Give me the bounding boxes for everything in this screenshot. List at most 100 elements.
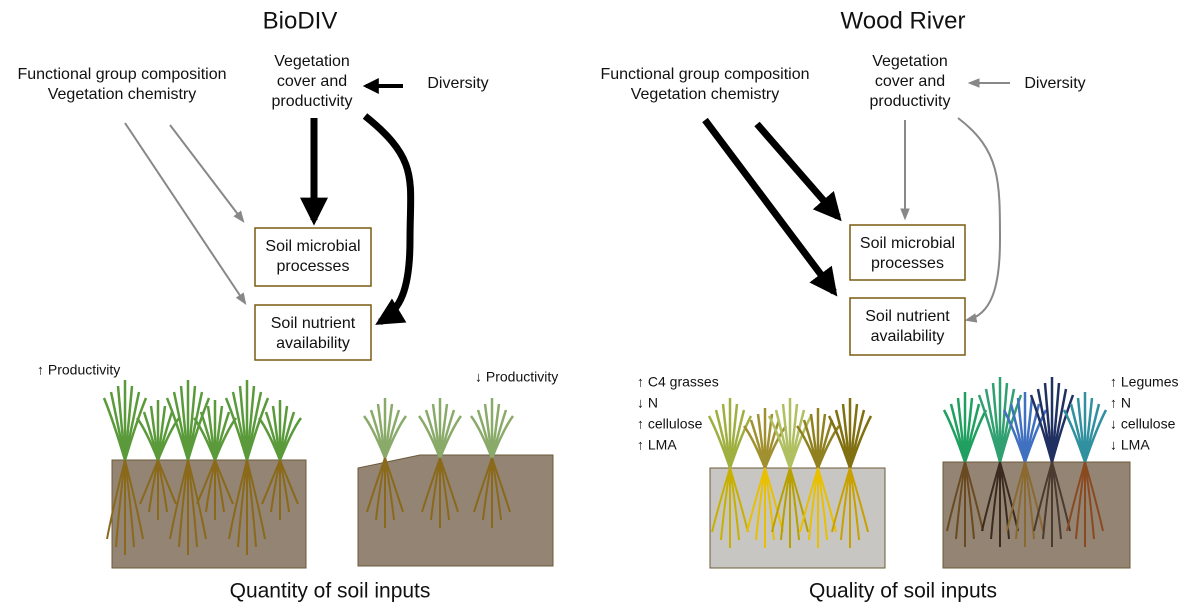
node-label: productivity <box>272 93 353 110</box>
plant-root <box>817 467 837 533</box>
annotation: ↑ C4 grasses <box>637 374 719 390</box>
node-label: Functional group composition <box>17 66 226 83</box>
plant-root <box>999 461 1010 540</box>
plant-root <box>187 459 207 540</box>
plant-root <box>840 467 851 541</box>
plant-shoot <box>245 397 270 461</box>
annotation: ↓ N <box>637 395 658 411</box>
plant-root <box>106 459 126 540</box>
caption: Quality of soil inputs <box>809 580 997 603</box>
plant <box>224 380 270 555</box>
node-label: productivity <box>870 93 951 110</box>
plant-root <box>729 467 740 541</box>
node-label: Functional group composition <box>600 66 809 83</box>
annotation: ↑ N <box>1110 395 1131 411</box>
node-label: Vegetation <box>872 53 948 70</box>
node-label: Soil microbial <box>265 238 360 255</box>
plant-shoot <box>490 415 515 459</box>
plant <box>742 408 788 548</box>
node-label: Soil nutrient <box>271 315 356 332</box>
plant-root <box>1006 461 1026 532</box>
plant <box>767 398 813 548</box>
soil <box>357 454 554 567</box>
plant-shoot <box>788 415 813 469</box>
plant-root <box>246 459 257 548</box>
node-label: Vegetation <box>274 53 350 70</box>
node-box <box>849 224 966 281</box>
plant <box>795 408 841 548</box>
node-label: Soil nutrient <box>865 308 950 325</box>
plant-root <box>1075 461 1086 540</box>
panel-title: Wood River <box>841 7 966 34</box>
node-label: availability <box>871 328 945 345</box>
plant-root <box>124 459 135 548</box>
node-label: Vegetation chemistry <box>631 86 780 103</box>
node-label: processes <box>871 255 944 272</box>
node-label: cover and <box>277 73 347 90</box>
plant-root <box>1024 461 1044 532</box>
plant-root <box>1051 461 1062 540</box>
node-label: cover and <box>875 73 945 90</box>
arrows <box>124 78 1010 326</box>
arrow <box>702 117 838 297</box>
plant-shoot <box>438 415 463 459</box>
plant-root <box>1084 461 1104 532</box>
plant-root <box>990 461 1001 540</box>
arrow <box>169 124 245 223</box>
plant <box>257 400 303 520</box>
plant <box>977 377 1023 547</box>
plant <box>827 398 873 548</box>
plant-root <box>799 467 819 533</box>
plant-shoot <box>816 425 841 469</box>
plant-root <box>187 459 198 548</box>
plant-root <box>237 459 248 548</box>
plant <box>707 398 753 548</box>
plant-root <box>228 459 248 540</box>
plant-shoot <box>383 415 408 459</box>
plant-root <box>746 467 766 533</box>
plant-root <box>771 467 791 533</box>
arrow <box>957 117 1002 323</box>
plant-shoot <box>156 417 181 461</box>
plant-root <box>279 459 299 505</box>
plant-root <box>246 459 266 540</box>
plant-root <box>1084 461 1095 540</box>
plant <box>1002 392 1048 547</box>
node-label: processes <box>277 258 350 275</box>
plant-root <box>849 467 860 541</box>
plant-root <box>817 467 828 541</box>
plant <box>417 398 463 528</box>
plant-root <box>964 461 975 540</box>
node-box <box>254 227 372 287</box>
plant-root <box>780 467 791 541</box>
node-box <box>849 297 966 356</box>
node-label: Diversity <box>1024 75 1085 92</box>
plant-root <box>491 457 511 513</box>
plant <box>1062 392 1108 547</box>
plant-root <box>1015 461 1026 540</box>
annotation: ↑ Legumes <box>1110 374 1178 390</box>
plant <box>469 398 515 528</box>
plant-root <box>946 461 966 532</box>
plant-root <box>955 461 966 540</box>
plant-shoot <box>1023 409 1048 463</box>
plant-root <box>157 459 177 505</box>
plant-root <box>214 459 234 505</box>
annotation: ↓ cellulose <box>1110 416 1176 432</box>
plant-root <box>1066 461 1086 532</box>
caption: Quantity of soil inputs <box>230 580 431 603</box>
plant <box>1029 377 1075 547</box>
arrow <box>362 113 415 326</box>
plant-root <box>755 467 766 541</box>
node-label: availability <box>276 335 350 352</box>
labels: BioDIV Functional group composition Vegeta… <box>17 7 1178 602</box>
plant-shoot <box>1083 409 1108 463</box>
arrow <box>124 122 247 305</box>
plant-root <box>981 461 1001 532</box>
plant-shoot <box>848 415 873 469</box>
plant-root <box>1033 461 1053 532</box>
panel-title: BioDIV <box>263 7 338 34</box>
plant-root <box>849 467 869 533</box>
plant-root <box>178 459 189 548</box>
